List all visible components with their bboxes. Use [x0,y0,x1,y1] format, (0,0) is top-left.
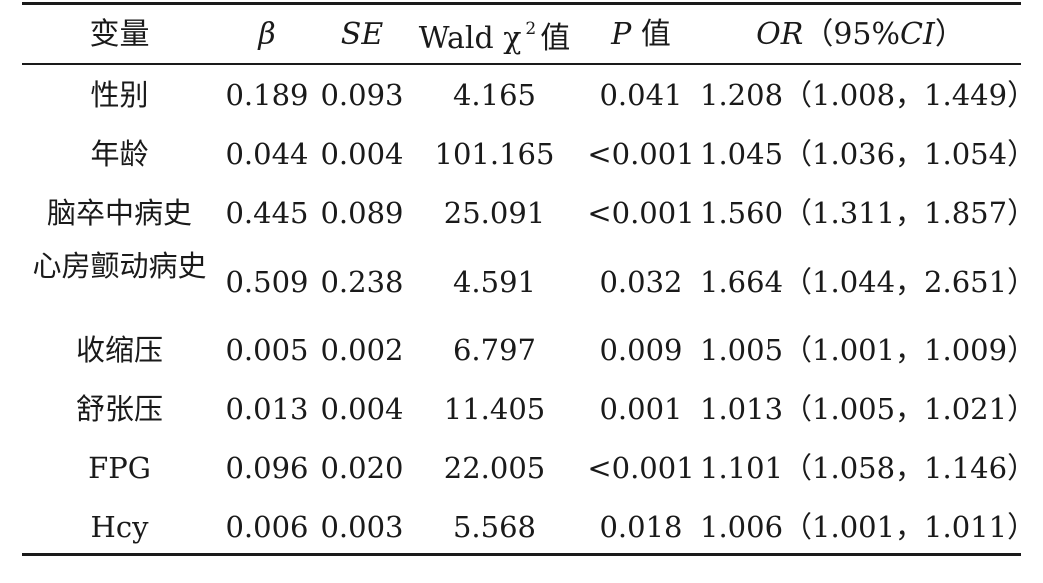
header-or-ci: CI [900,17,935,52]
cell-beta: 0.006 [225,510,309,544]
cell-se: 0.004 [320,137,404,171]
cell-variable: FPG [88,451,151,485]
header-p-suffix: 值 [640,17,671,52]
top-rule [22,2,1021,5]
cell-or: 1.013（1.005，1.021） [700,392,1037,426]
cell-wald: 4.591 [452,265,537,299]
cell-or: 1.664（1.044，2.651） [700,265,1037,299]
cell-beta: 0.005 [225,333,309,367]
cell-wald: 101.165 [434,137,555,171]
table-row: 心房颤动病史 0.509 0.238 4.591 0.032 1.664（1.0… [22,249,1037,314]
table-row: 性别 0.189 0.093 4.165 0.041 1.208（1.008，1… [22,78,1037,112]
cell-or: 1.101（1.058，1.146） [700,451,1037,485]
cell-p: <0.001 [587,451,695,485]
header-wald-suffix: 值 [540,20,571,56]
cell-p: 0.009 [599,333,683,367]
cell-p: <0.001 [587,196,695,230]
header-p: P 值 [582,20,700,50]
cell-se: 0.004 [320,392,404,426]
cell-variable: 年龄 [90,137,149,171]
cell-beta: 0.509 [225,265,309,299]
header-or: OR（95%CI） [700,20,1021,50]
table-row: 收缩压 0.005 0.002 6.797 0.009 1.005（1.001，… [22,333,1037,367]
cell-p: 0.041 [599,78,683,112]
table-row: Hcy 0.006 0.003 5.568 0.018 1.006（1.001，… [22,510,1037,544]
header-or-italic: OR [756,17,804,52]
cell-or: 1.006（1.001，1.011） [700,510,1037,544]
header-variable: 变量 [89,17,150,52]
cell-beta: 0.189 [225,78,309,112]
cell-variable: Hcy [90,510,149,544]
cell-p: 0.032 [599,265,683,299]
cell-p: 0.018 [599,510,683,544]
table-row: 年龄 0.044 0.004 101.165 <0.001 1.045（1.03… [22,137,1037,171]
table-row: 舒张压 0.013 0.004 11.405 0.001 1.013（1.005… [22,392,1037,426]
cell-wald: 25.091 [443,196,546,230]
cell-or: 1.005（1.001，1.009） [700,333,1037,367]
cell-variable: 心房颤动病史 [32,249,207,283]
cell-p: <0.001 [587,137,695,171]
cell-beta: 0.044 [225,137,309,171]
cell-se: 0.002 [320,333,404,367]
cell-p: 0.001 [599,392,683,426]
cell-variable: 脑卒中病史 [46,196,192,230]
header-beta: β [258,17,276,52]
cell-wald: 4.165 [452,78,537,112]
header-se: SE [340,17,384,52]
cell-se: 0.093 [320,78,404,112]
cell-se: 0.003 [320,510,404,544]
header-or-paren-open: （95% [803,17,901,52]
table-row: 脑卒中病史 0.445 0.089 25.091 <0.001 1.560（1.… [22,196,1037,230]
cell-variable: 收缩压 [75,333,163,367]
bottom-rule [22,553,1021,556]
header-or-paren-close: ） [934,17,965,52]
header-wald-prefix: Wald χ [418,20,522,56]
cell-wald: 11.405 [443,392,546,426]
cell-beta: 0.096 [225,451,309,485]
cell-se: 0.020 [320,451,404,485]
cell-se: 0.238 [320,265,404,299]
cell-beta: 0.013 [225,392,309,426]
header-wald-superscript: 2 [525,18,537,39]
cell-wald: 5.568 [452,510,537,544]
cell-variable: 舒张压 [75,392,163,426]
table-row: FPG 0.096 0.020 22.005 <0.001 1.101（1.05… [22,451,1037,485]
header-p-italic: P [611,17,632,52]
cell-se: 0.089 [320,196,404,230]
cell-or: 1.560（1.311，1.857） [700,196,1037,230]
header-rule [22,63,1021,65]
cell-variable: 性别 [90,78,149,112]
cell-or: 1.208（1.008，1.449） [700,78,1037,112]
cell-or: 1.045（1.036，1.054） [700,137,1037,171]
cell-beta: 0.445 [225,196,309,230]
cell-wald: 22.005 [443,451,546,485]
cell-wald: 6.797 [452,333,537,367]
